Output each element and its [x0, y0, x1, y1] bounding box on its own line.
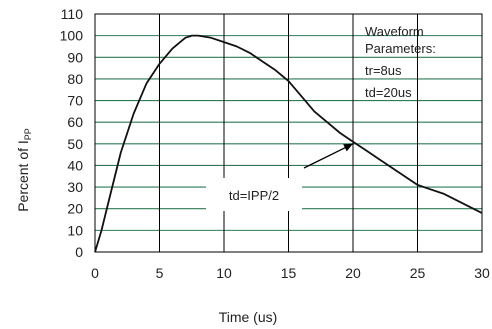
- y-tick-label: 90: [67, 49, 83, 65]
- x-tick-labels: 0 5 10 15 20 25 30: [91, 265, 490, 281]
- half-value-label: td=IPP/2: [229, 188, 279, 203]
- y-tick-label: 110: [61, 6, 84, 22]
- params-note: Waveform Parameters: tr=8us td=20us: [365, 24, 436, 100]
- y-tick-label: 30: [67, 179, 83, 195]
- y-tick-label: 100: [60, 28, 84, 44]
- x-tick-label: 30: [474, 265, 490, 281]
- y-tick-label: 0: [75, 244, 83, 260]
- y-tick-labels: 0 10 20 30 40 50 60 70 80 90 100 110: [60, 6, 84, 260]
- y-axis-title-main: Percent of I: [15, 140, 31, 212]
- param-td: td=20us: [365, 85, 412, 100]
- params-title-1: Waveform: [365, 24, 424, 39]
- plot-frame: [94, 13, 483, 253]
- y-tick-label: 40: [67, 157, 83, 173]
- y-tick-label: 70: [67, 93, 83, 109]
- y-tick-label: 20: [67, 201, 83, 217]
- series-line: [94, 34, 483, 253]
- y-tick-label: 60: [67, 114, 83, 130]
- x-tick-label: 15: [281, 265, 297, 281]
- y-tick-label: 50: [67, 136, 83, 152]
- params-title-2: Parameters:: [365, 41, 436, 56]
- x-tick-label: 5: [156, 265, 164, 281]
- half-value-label-box: [206, 178, 302, 211]
- x-tick-label: 10: [216, 265, 232, 281]
- x-axis-title: Time (us): [219, 309, 278, 325]
- x-tick-label: 0: [91, 265, 99, 281]
- y-tick-label: 80: [67, 71, 83, 87]
- y-axis-title: Percent of IPP: [15, 128, 33, 212]
- x-tick-label: 20: [345, 265, 361, 281]
- callout-arrowhead: [343, 143, 353, 152]
- x-tick-label: 25: [410, 265, 426, 281]
- callout-arrow: [303, 143, 354, 169]
- y-axis-title-sub: PP: [23, 128, 33, 140]
- param-tr: tr=8us: [365, 63, 402, 78]
- y-tick-label: 10: [67, 222, 83, 238]
- half-value-callout: td=IPP/2: [206, 143, 354, 211]
